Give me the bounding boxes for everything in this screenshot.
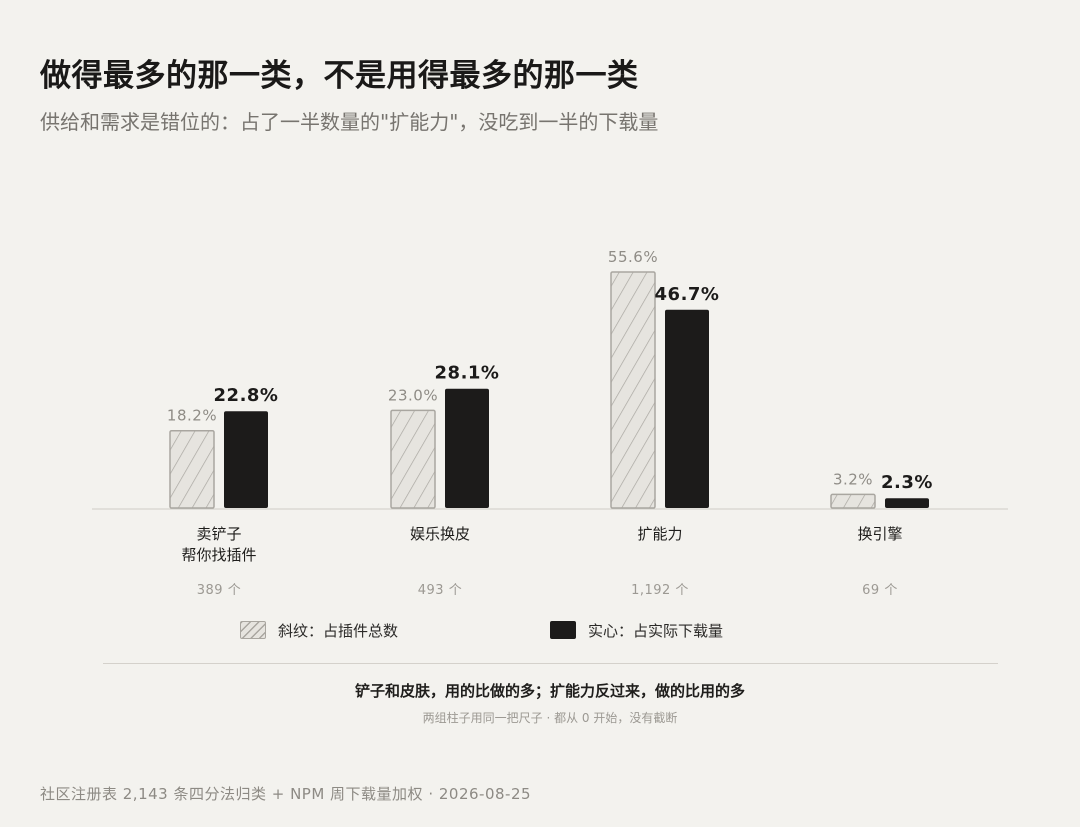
takeaway-note: 铲子和皮肤，用的比做的多；扩能力反过来，做的比用的多 (354, 682, 745, 700)
bar-hatched (390, 409, 436, 509)
category-count-label: 1,192 个 (631, 583, 689, 598)
scale-note: 两组柱子用同一把尺子 · 都从 0 开始，没有截断 (422, 711, 678, 725)
category-label: 卖铲子 (196, 525, 241, 543)
legend-item-hatched: 斜纹：占插件总数 (240, 619, 398, 641)
value-label-solid: 46.7% (655, 284, 720, 305)
category-label: 扩能力 (637, 525, 682, 543)
bar-solid (224, 411, 268, 508)
bar-hatched (169, 429, 215, 509)
category-label: 娱乐换皮 (410, 525, 470, 543)
category-label: 换引擎 (857, 525, 902, 543)
bar-solid (445, 388, 489, 508)
bar-hatched (830, 493, 876, 509)
bar-hatched (610, 271, 656, 509)
value-label-hatched: 18.2% (167, 407, 217, 425)
value-label-solid: 22.8% (214, 385, 279, 406)
bar-solid (665, 309, 709, 508)
legend-swatch-hatched (240, 621, 266, 639)
value-label-hatched: 3.2% (833, 470, 873, 488)
value-label-solid: 2.3% (881, 472, 933, 493)
category-label: 帮你找插件 (181, 546, 256, 564)
bar-solid (885, 498, 929, 508)
value-label-solid: 28.1% (435, 363, 500, 384)
category-count-label: 69 个 (862, 583, 898, 598)
legend-item-solid: 实心：占实际下载量 (550, 619, 723, 641)
source-footer: 社区注册表 2,143 条四分法归类 + NPM 周下载量加权 · 2026-0… (40, 785, 532, 803)
value-label-hatched: 55.6% (608, 248, 658, 266)
legend-swatch-solid (550, 621, 576, 639)
chart-subtitle: 供给和需求是错位的：占了一半数量的"扩能力"，没吃到一半的下载量 (40, 110, 659, 134)
legend-label-solid: 实心：占实际下载量 (588, 621, 724, 640)
category-count-label: 493 个 (418, 583, 462, 598)
legend-label-hatched: 斜纹：占插件总数 (278, 621, 399, 640)
value-label-hatched: 23.0% (388, 386, 438, 404)
category-count-label: 389 个 (197, 583, 241, 598)
divider (103, 663, 998, 664)
chart-title: 做得最多的那一类，不是用得最多的那一类 (40, 58, 639, 94)
